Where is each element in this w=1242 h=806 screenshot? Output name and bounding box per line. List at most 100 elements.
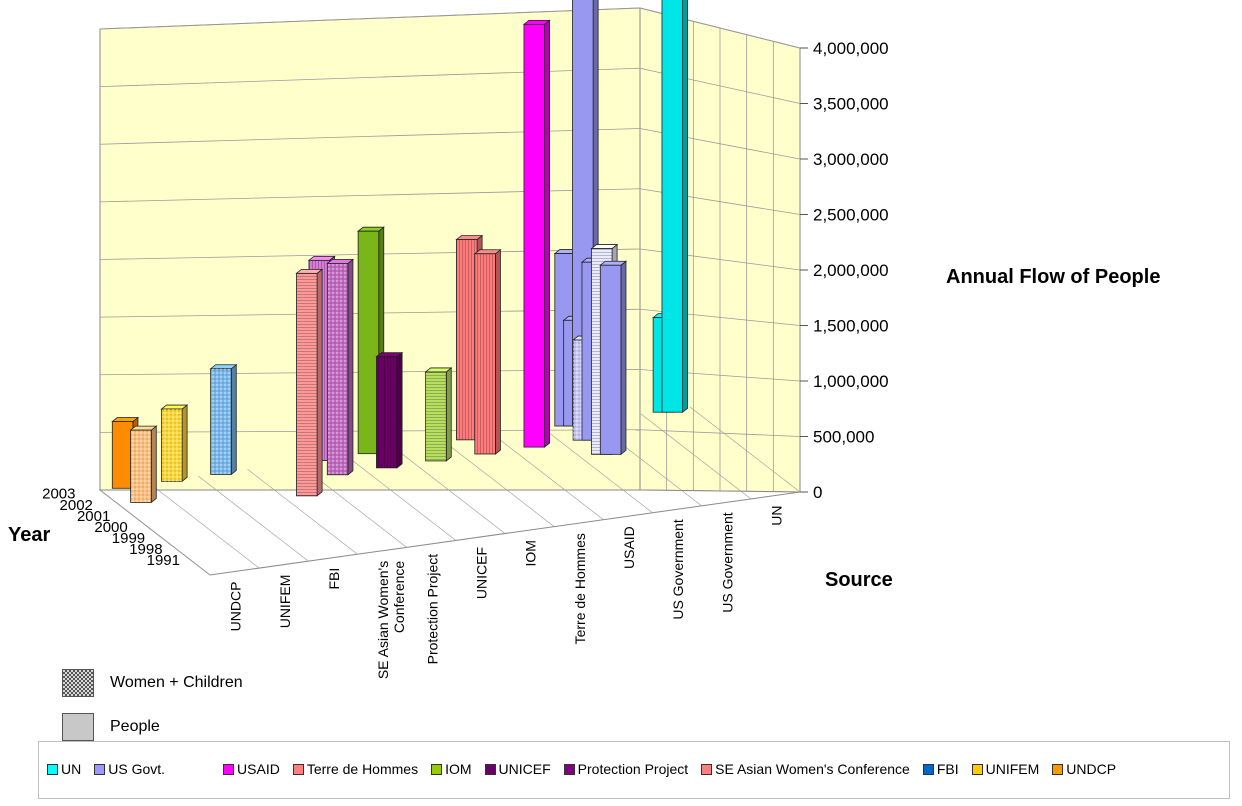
x-tick-label: USAID (621, 526, 637, 569)
legend-swatch (922, 763, 934, 775)
legend-label: UNICEF (498, 761, 551, 777)
bar-top (424, 367, 453, 373)
legend-item: FBI (922, 761, 959, 777)
bar-top (599, 260, 628, 266)
bar (209, 363, 238, 476)
bar-top (375, 352, 404, 358)
y-tick-label: 2,000,000 (813, 261, 889, 280)
legend-label: USAID (237, 761, 280, 777)
bar-top (111, 417, 140, 422)
bar (326, 258, 355, 476)
bar-side (445, 367, 452, 462)
legend-swatch (94, 763, 106, 775)
bar-front (111, 421, 134, 489)
bar-side (347, 258, 354, 476)
y-tick-label: 500,000 (813, 428, 874, 447)
x-tick-label: IOM (523, 540, 539, 566)
bar-top (209, 364, 238, 370)
legend-swatch (223, 763, 235, 775)
legend-label: Terre de Hommes (306, 761, 419, 777)
floor-depth-line (443, 441, 555, 527)
legend-item: UNDCP (1052, 761, 1116, 777)
bar-front (599, 264, 622, 455)
x-tick-text: Protection Project (424, 554, 440, 665)
legend-label: FBI (936, 761, 959, 777)
x-tick-text: US Government (670, 519, 686, 619)
legend-swatch (292, 763, 304, 775)
z-tick-label: 1991 (147, 552, 180, 569)
x-tick-label: UN (768, 505, 784, 525)
bar-top (455, 235, 484, 241)
legend-label: UN (61, 761, 82, 777)
bar (473, 248, 502, 455)
legend-label: US Govt. (108, 761, 166, 777)
bar (160, 404, 189, 483)
bar-top (129, 425, 158, 431)
series-legend: UN US Govt. USAID Terre de Hommes IOM UNICEF P… (38, 741, 1230, 799)
x-tick-label: Protection Project (424, 554, 440, 665)
bar-pattern (474, 253, 496, 455)
z-axis-label: Year (8, 524, 50, 546)
bar-side (181, 404, 188, 483)
x-tick-text: IOM (523, 540, 539, 566)
bar (661, 0, 689, 414)
bar-pattern (376, 356, 398, 468)
pattern-legend-label: People (110, 718, 160, 735)
bar-pattern (456, 239, 478, 440)
bar (375, 351, 404, 469)
bar-pattern (210, 368, 232, 475)
legend-label: Protection Project (577, 761, 689, 777)
legend-swatch (484, 763, 496, 775)
bar (295, 268, 324, 497)
x-tick-label: US Government (670, 519, 686, 619)
y-tick-label: 1,500,000 (813, 317, 889, 336)
bar-top (326, 258, 355, 264)
x-tick-label: UNIFEM (277, 575, 293, 629)
legend-label: SE Asian Women's Conference (715, 761, 910, 777)
legend-item: US Govt. (94, 761, 165, 777)
bar-side (316, 268, 323, 497)
legend-item: USAID (223, 761, 280, 777)
x-tick-label: SE Asian Women's Conference (375, 561, 407, 680)
legend-item: Protection Project (563, 761, 689, 777)
bar-side (682, 0, 689, 414)
x-tick-label: FBI (326, 568, 342, 590)
x-axis-ticks: UNDCP UNIFEM FBI SE Asian Women's Conference… (228, 505, 785, 679)
legend-label: IOM (445, 761, 472, 777)
legend-swatch (1052, 763, 1064, 775)
pattern-legend-label: Women + Children (110, 674, 243, 691)
bar-front (661, 0, 684, 413)
x-tick-label: Terre de Hommes (572, 533, 588, 644)
bar-pattern (161, 409, 183, 482)
legend-label: UNDCP (1066, 761, 1117, 777)
legend-item: IOM (431, 761, 472, 777)
bar-pattern (327, 263, 348, 475)
x-tick-text: Terre de Hommes (572, 533, 588, 644)
z-tick-label: 2002 (60, 497, 93, 514)
floor-depth-line (689, 406, 801, 493)
bar-top (295, 268, 324, 274)
legend-item: Terre de Hommes (292, 761, 419, 777)
floor-depth-line (198, 475, 309, 562)
y-tick-label: 3,000,000 (813, 150, 889, 169)
bar-side (230, 363, 237, 476)
x-axis-label: Source (825, 569, 893, 591)
bar-top (473, 249, 502, 255)
bar (424, 367, 453, 462)
floor-depth-line (394, 448, 506, 534)
gray-swatch (62, 713, 94, 741)
legend-swatch (701, 763, 713, 775)
bars (111, 0, 689, 504)
bar-side (396, 351, 403, 469)
legend-swatch (47, 763, 58, 775)
bar-side (544, 19, 551, 448)
z-tick-label: 2003 (42, 486, 75, 503)
bar-pattern (130, 430, 152, 503)
bar (129, 425, 158, 504)
y-axis-ticks: 0 500,000 1,000,000 1,500,000 2,000,000 2,500… (800, 39, 889, 502)
z-tick-label: 1998 (129, 541, 162, 558)
legend-item: UNIFEM (971, 761, 1039, 777)
bar-top (356, 226, 385, 232)
